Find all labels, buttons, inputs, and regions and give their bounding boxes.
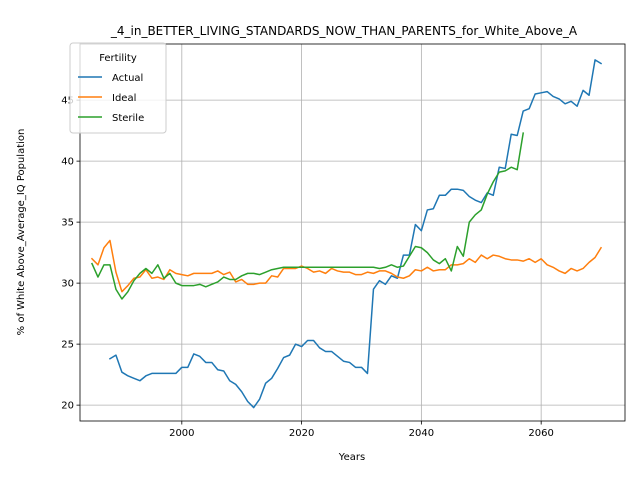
grid-lines — [80, 44, 625, 421]
x-tick-label: 2000 — [169, 428, 194, 439]
x-tick-label: 2040 — [409, 428, 434, 439]
legend-box — [69, 42, 167, 134]
series-line-sterile — [90, 132, 525, 300]
legend-label-actual: Actual — [112, 73, 143, 84]
legend-label-sterile: Sterile — [112, 113, 144, 124]
plot-frame — [79, 43, 626, 422]
x-tick-label: 2020 — [289, 428, 314, 439]
series-line-ideal — [90, 239, 603, 293]
x-tick-label: 2060 — [528, 428, 553, 439]
series-line-actual — [108, 59, 603, 409]
series-layer — [90, 59, 603, 409]
axis-ticks: 2000 2020 2040 2060 20 25 30 35 40 45 — [61, 96, 554, 439]
chart-title: _4_in_BETTER_LIVING_STANDARDS_NOW_THAN_P… — [110, 24, 578, 38]
y-tick-label: 45 — [61, 96, 74, 107]
y-axis-label: % of White Above_Average_IQ Population — [16, 129, 27, 336]
legend: Fertility Actual Ideal Sterile — [69, 42, 167, 134]
y-tick-label: 20 — [61, 401, 74, 412]
y-tick-label: 30 — [61, 279, 74, 290]
legend-title: Fertility — [99, 53, 137, 64]
x-axis-label: Years — [338, 452, 365, 463]
legend-label-ideal: Ideal — [112, 93, 136, 104]
y-tick-label: 40 — [61, 157, 74, 168]
y-tick-label: 25 — [61, 340, 74, 351]
y-tick-label: 35 — [61, 218, 74, 229]
